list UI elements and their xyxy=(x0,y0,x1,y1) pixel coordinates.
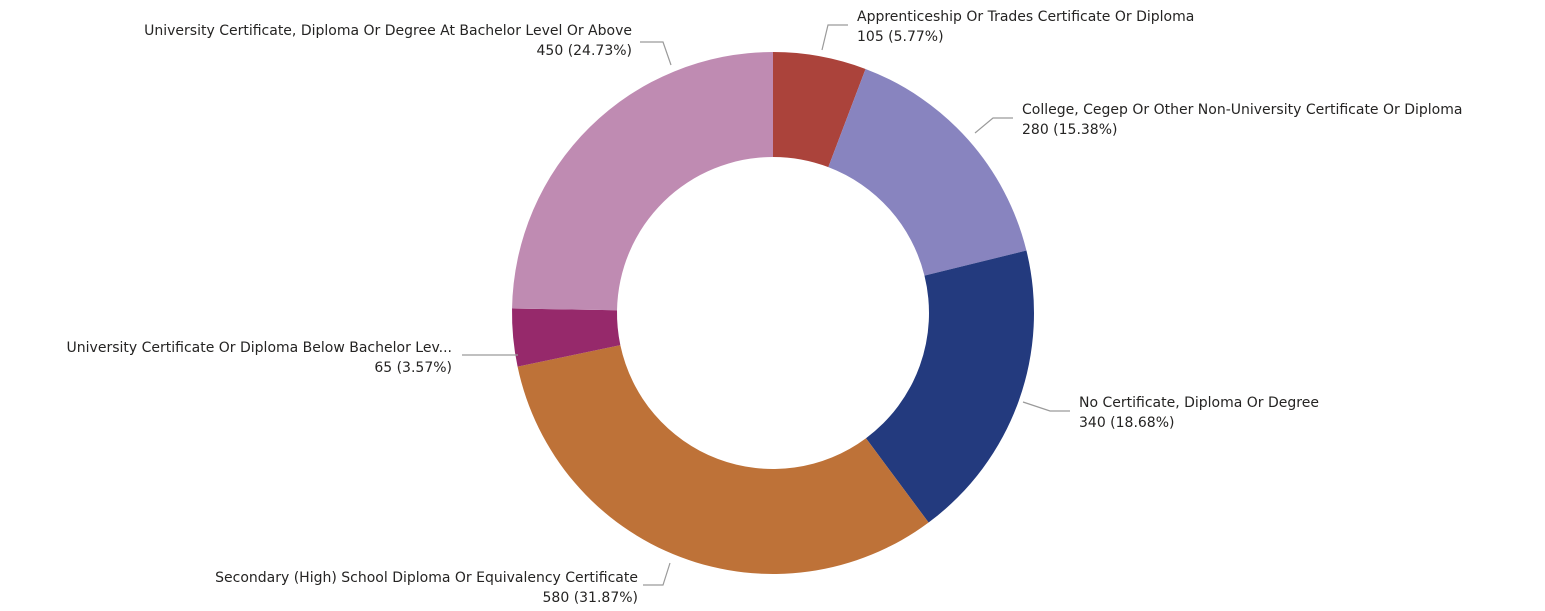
donut-slice xyxy=(511,308,621,367)
slice-value-label: 580 (31.87%) xyxy=(543,590,638,606)
leader-line xyxy=(640,41,672,66)
slice-value-label: 280 (15.38%) xyxy=(1022,122,1117,138)
leader-line xyxy=(974,117,1013,134)
slice-value-label: 105 (5.77%) xyxy=(857,29,944,45)
donut-slice xyxy=(512,52,773,311)
slice-value-label: 340 (18.68%) xyxy=(1079,415,1174,431)
slice-label: College, Cegep Or Other Non-University C… xyxy=(1022,102,1462,118)
slice-label: University Certificate Or Diploma Below … xyxy=(67,340,452,356)
donut-slice xyxy=(865,250,1034,523)
donut-slice xyxy=(517,345,929,574)
slice-label: Apprenticeship Or Trades Certificate Or … xyxy=(857,9,1194,25)
slice-label: Secondary (High) School Diploma Or Equiv… xyxy=(215,570,638,586)
slice-label: No Certificate, Diploma Or Degree xyxy=(1079,395,1319,411)
leader-line xyxy=(821,24,848,51)
slice-value-label: 450 (24.73%) xyxy=(537,43,632,59)
slice-label: University Certificate, Diploma Or Degre… xyxy=(144,23,632,39)
leader-line xyxy=(643,562,671,586)
leader-line xyxy=(1022,401,1070,412)
slice-value-label: 65 (3.57%) xyxy=(374,360,452,376)
donut-slice xyxy=(828,68,1027,276)
donut-slice xyxy=(773,52,866,168)
